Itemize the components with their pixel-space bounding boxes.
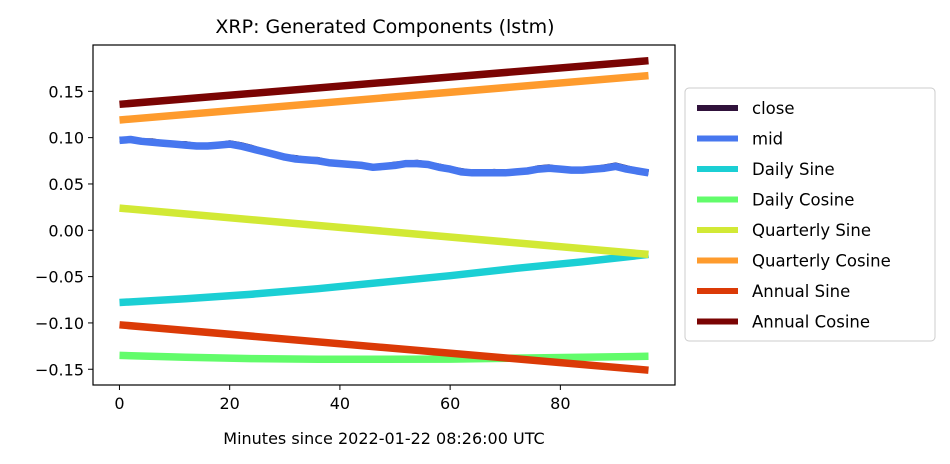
legend-item-daily-cosine: Daily Cosine xyxy=(697,191,854,210)
legend-item-daily-sine: Daily Sine xyxy=(697,160,835,179)
x-tick-label: 40 xyxy=(330,394,350,413)
legend-label: mid xyxy=(752,130,783,149)
legend-label: Daily Cosine xyxy=(752,191,854,210)
legend-label: Quarterly Cosine xyxy=(752,252,891,271)
legend-item-annual-cosine: Annual Cosine xyxy=(697,313,870,332)
x-tick-label: 20 xyxy=(220,394,240,413)
legend-label: Annual Cosine xyxy=(752,313,870,332)
x-axis-label: Minutes since 2022-01-22 08:26:00 UTC xyxy=(223,429,544,448)
chart-title: XRP: Generated Components (lstm) xyxy=(215,16,554,38)
y-tick-label: −0.05 xyxy=(35,268,84,287)
series-line-annual-sine xyxy=(119,321,649,374)
x-tick-label: 60 xyxy=(440,394,460,413)
series-line-daily-sine xyxy=(119,250,649,307)
legend-label: Quarterly Sine xyxy=(752,221,871,240)
legend-item-quarterly-cosine: Quarterly Cosine xyxy=(697,252,891,271)
y-axis: 0.15 0.10 0.05 0.00 −0.05 −0.10 −0.15 xyxy=(35,82,93,379)
y-tick-label: 0.05 xyxy=(48,175,84,194)
legend-item-mid: mid xyxy=(697,130,783,149)
series-line-mid xyxy=(119,135,650,177)
plot-area xyxy=(92,44,676,386)
legend-label: Annual Sine xyxy=(752,282,850,301)
y-tick-label: 0.10 xyxy=(48,129,84,148)
legend-label: close xyxy=(752,99,795,118)
x-tick-label: 80 xyxy=(550,394,570,413)
series-line-annual-cosine xyxy=(119,56,649,109)
x-axis: 0 20 40 60 80 xyxy=(114,385,571,413)
legend-label: Daily Sine xyxy=(752,160,835,179)
y-tick-label: −0.15 xyxy=(35,360,84,379)
legend-item-close: close xyxy=(697,99,795,118)
legend: close mid Daily Sine Daily Cosine Quarterly … xyxy=(684,87,936,342)
series-line-quarterly-sine xyxy=(119,204,649,259)
series-line-daily-cosine xyxy=(119,351,649,364)
x-tick-label: 0 xyxy=(114,394,124,413)
y-tick-label: 0.15 xyxy=(48,82,84,101)
y-tick-label: −0.10 xyxy=(35,314,84,333)
series-line-quarterly-cosine xyxy=(119,71,649,124)
plot-frame xyxy=(92,44,676,386)
legend-box xyxy=(684,87,936,342)
legend-item-annual-sine: Annual Sine xyxy=(697,282,850,301)
legend-item-quarterly-sine: Quarterly Sine xyxy=(697,221,871,240)
y-tick-label: 0.00 xyxy=(48,221,84,240)
